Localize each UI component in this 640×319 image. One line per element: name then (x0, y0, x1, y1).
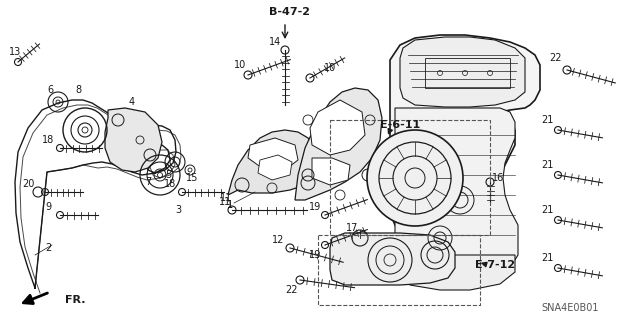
Polygon shape (330, 233, 455, 285)
Text: 12: 12 (272, 235, 284, 245)
Text: 17: 17 (346, 223, 358, 233)
Text: 11: 11 (219, 197, 231, 207)
Text: 3: 3 (175, 205, 181, 215)
Text: 9: 9 (45, 202, 51, 212)
Text: 14: 14 (269, 37, 281, 47)
Text: 19: 19 (309, 202, 321, 212)
Text: 10: 10 (234, 60, 246, 70)
Polygon shape (312, 158, 350, 185)
Text: 21: 21 (541, 115, 553, 125)
Text: 16: 16 (492, 173, 504, 183)
Text: 22: 22 (548, 53, 561, 63)
Text: 1: 1 (227, 200, 233, 210)
Polygon shape (228, 130, 318, 195)
Text: 20: 20 (22, 179, 34, 189)
Text: 15: 15 (186, 173, 198, 183)
Text: 7: 7 (145, 177, 151, 187)
Text: 18: 18 (164, 179, 176, 189)
Polygon shape (395, 108, 518, 282)
Text: 21: 21 (541, 253, 553, 263)
Text: B-47-2: B-47-2 (269, 7, 310, 17)
Text: 19: 19 (309, 250, 321, 260)
Polygon shape (390, 35, 540, 265)
Text: 22: 22 (285, 285, 298, 295)
Text: 4: 4 (129, 97, 135, 107)
Polygon shape (105, 108, 162, 172)
Text: 18: 18 (42, 135, 54, 145)
Text: FR.: FR. (65, 295, 86, 305)
Bar (425, 58, 510, 88)
Text: 10: 10 (324, 63, 336, 73)
Bar (330, 120, 490, 235)
Text: SNA4E0B01: SNA4E0B01 (541, 303, 599, 313)
Text: 11: 11 (220, 193, 232, 203)
Text: 2: 2 (45, 243, 51, 253)
Text: E-6-11: E-6-11 (380, 120, 420, 130)
Polygon shape (310, 100, 365, 155)
Text: E-7-12: E-7-12 (475, 260, 515, 270)
Bar (318, 235, 480, 305)
Text: 1: 1 (227, 200, 233, 210)
Text: 5: 5 (165, 170, 171, 180)
Polygon shape (258, 155, 292, 180)
Text: 8: 8 (75, 85, 81, 95)
Polygon shape (398, 255, 515, 290)
Text: 6: 6 (47, 85, 53, 95)
Text: 21: 21 (541, 205, 553, 215)
Polygon shape (400, 37, 525, 107)
Text: 13: 13 (9, 47, 21, 57)
Circle shape (367, 130, 463, 226)
Text: 21: 21 (541, 160, 553, 170)
Polygon shape (295, 88, 382, 200)
Polygon shape (248, 138, 298, 170)
